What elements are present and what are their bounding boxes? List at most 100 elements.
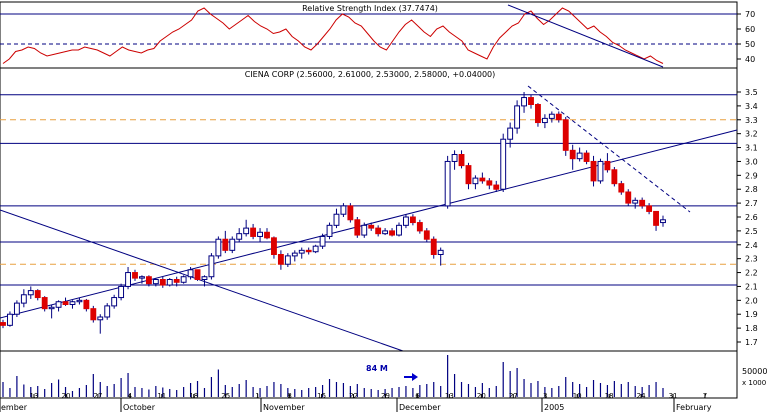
candle-body [535, 104, 541, 124]
candle-body [257, 231, 263, 237]
candle-body [333, 213, 340, 226]
price-tick-label: 2.9 [745, 171, 758, 180]
price-level-lines [0, 94, 737, 286]
month-label: February [676, 403, 712, 412]
candle-body [305, 249, 312, 253]
volume-arrow-icon [404, 373, 418, 381]
candle-body [354, 219, 361, 236]
candle-body [396, 224, 402, 236]
candle-body [125, 272, 131, 287]
downtrend-line [0, 209, 404, 352]
x-tick-label: 27 [509, 392, 518, 400]
candle-body [326, 224, 333, 237]
candle-body [611, 169, 618, 185]
candle-body [250, 227, 257, 237]
volume-bars [2, 355, 664, 397]
rsi-tick-label: 70 [745, 10, 755, 19]
candle-body [618, 183, 625, 193]
candle-body [514, 105, 521, 129]
candle-body [0, 322, 6, 326]
candle-body [389, 230, 395, 236]
candle-body [493, 184, 500, 190]
price-tick-label: 2.1 [745, 282, 758, 291]
candle-body [166, 279, 173, 286]
candle-body [423, 230, 430, 240]
candle-body [521, 97, 527, 107]
candle-body [187, 269, 194, 278]
candle-body [660, 219, 666, 224]
candle-body [208, 255, 215, 278]
candle-body [13, 302, 20, 315]
x-tick-label: 18 [189, 392, 198, 400]
candle-body [646, 205, 653, 212]
candle-body [132, 272, 138, 279]
candle-body [312, 245, 319, 253]
candle-body [173, 279, 180, 283]
candle-body [375, 227, 382, 235]
candle-body [7, 313, 13, 326]
candle-body [409, 216, 416, 224]
candle-body [27, 290, 34, 296]
x-tick-label: 22 [349, 392, 358, 400]
candle-body [403, 216, 409, 226]
candle-body [34, 290, 41, 299]
x-tick-label: 13 [445, 392, 454, 400]
price-tick-label: 3.1 [745, 144, 758, 153]
x-tick-label: 7 [703, 392, 707, 400]
x-axis-month-labels: ember October November December 2005 February [0, 398, 712, 412]
candlesticks [0, 92, 666, 334]
x-tick-label: 29 [381, 392, 390, 400]
candle-body [229, 238, 236, 251]
candle-body [604, 160, 611, 171]
price-tick-label: 3.2 [745, 130, 758, 139]
candle-body [597, 160, 604, 182]
candle-body [472, 177, 479, 185]
candle-body [465, 165, 472, 185]
volume-panel: 84 M 50000 x 1000 [0, 350, 767, 399]
candle-body [528, 97, 534, 106]
x-axis-ticks: 13 20 27 4 11 18 25 1 8 15 22 29 6 13 20 27 3 10 18 24 31 7 [30, 392, 708, 400]
candle-body [555, 113, 562, 121]
volume-axis-tick: 50000 [742, 367, 767, 376]
candle-body [55, 301, 62, 308]
candle-body [625, 191, 632, 204]
x-tick-label: 11 [157, 392, 166, 400]
price-tick-label: 3.3 [745, 116, 758, 125]
candle-body [458, 154, 465, 167]
price-tick-label: 2.4 [745, 241, 758, 250]
rsi-tick-label: 40 [745, 55, 755, 64]
rsi-line [2, 7, 664, 64]
price-tick-label: 2.7 [745, 199, 758, 208]
x-tick-label: 18 [605, 392, 614, 400]
candle-body [639, 199, 646, 207]
candle-body [111, 297, 118, 307]
candle-body [451, 154, 458, 162]
x-tick-label: 1 [255, 392, 259, 400]
candle-body [437, 249, 444, 255]
candle-body [576, 152, 583, 160]
candle-body [541, 117, 548, 124]
month-label: December [399, 403, 441, 412]
candle-body [222, 238, 229, 251]
x-axis: 13 20 27 4 11 18 25 1 8 15 22 29 6 13 20 27 3 10 18 24 31 7 e… [0, 392, 737, 412]
rsi-level-lines [0, 13, 737, 45]
candle-body [194, 269, 201, 280]
price-tick-label: 2.3 [745, 255, 758, 264]
x-tick-label: 6 [415, 392, 420, 400]
month-label: October [123, 403, 156, 412]
candle-body [159, 279, 166, 286]
price-tick-label: 2.5 [745, 227, 758, 236]
price-tick-label: 3.5 [745, 88, 758, 97]
candle-body [62, 301, 69, 306]
price-title: CIENA CORP (2.56000, 2.61000, 2.53000, 2… [245, 70, 496, 79]
candle-body [152, 279, 159, 285]
volume-label: 84 M [366, 364, 388, 373]
candle-body [201, 276, 208, 281]
candle-body [479, 177, 486, 182]
price-tick-label: 1.7 [745, 338, 758, 347]
rsi-panel: Relative Strength Index (37.7474) 70 60 50… [0, 1, 755, 69]
rsi-title: Relative Strength Index (37.7474) [302, 4, 438, 13]
candle-body [264, 231, 270, 239]
month-label: ember [1, 403, 28, 412]
price-tick-label: 2.6 [745, 213, 758, 222]
